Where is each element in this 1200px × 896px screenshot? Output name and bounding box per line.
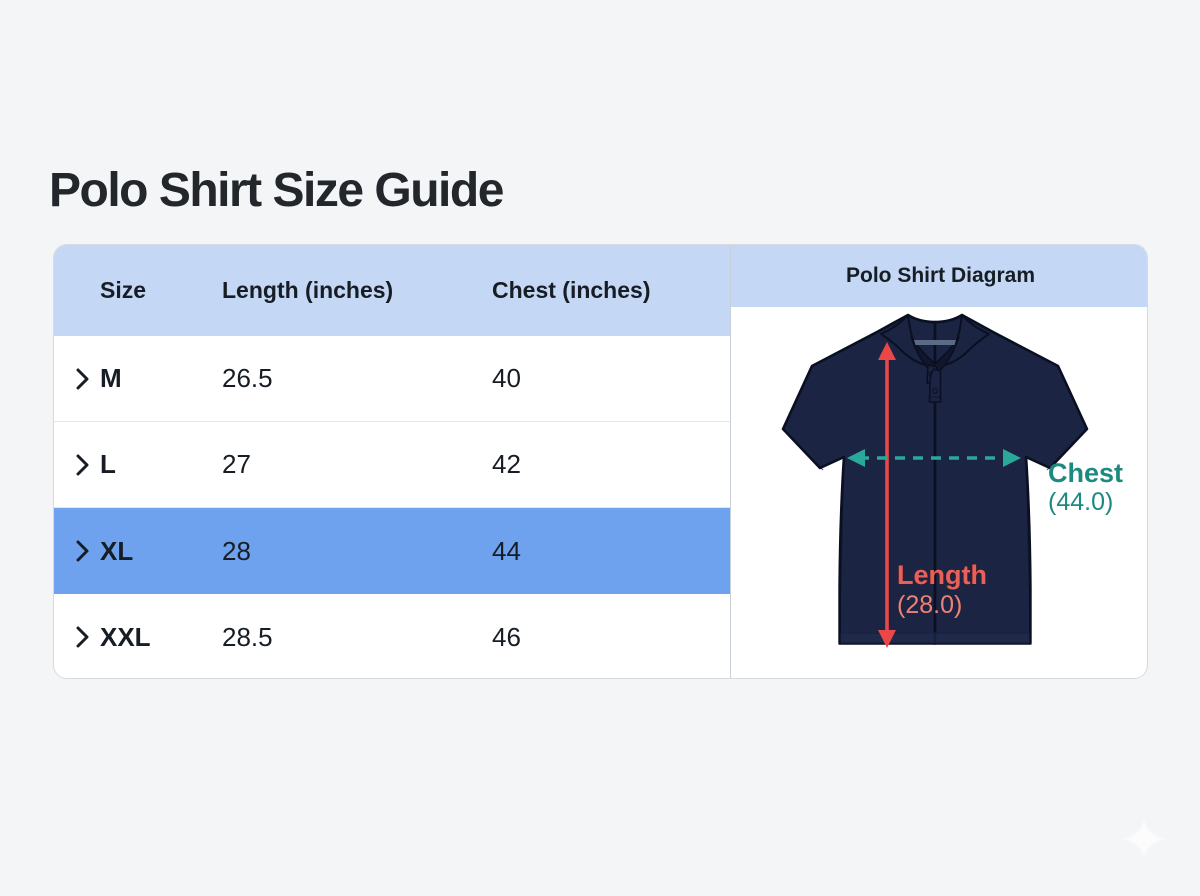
svg-text:(28.0): (28.0)	[897, 591, 962, 619]
svg-text:Length: Length	[897, 560, 987, 590]
